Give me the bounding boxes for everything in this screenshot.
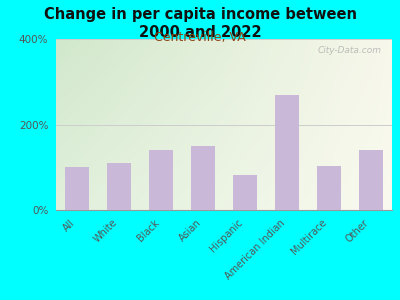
Text: Centreville, VA: Centreville, VA	[154, 32, 246, 44]
Bar	[234, 175, 256, 210]
Bar	[150, 150, 172, 210]
Text: Change in per capita income between
2000 and 2022: Change in per capita income between 2000…	[44, 8, 356, 40]
Bar	[108, 163, 130, 210]
Bar	[192, 146, 214, 210]
Bar	[66, 167, 88, 210]
Bar	[360, 150, 382, 210]
Bar	[318, 167, 340, 210]
Text: City-Data.com: City-Data.com	[318, 46, 382, 55]
Bar	[276, 95, 298, 210]
